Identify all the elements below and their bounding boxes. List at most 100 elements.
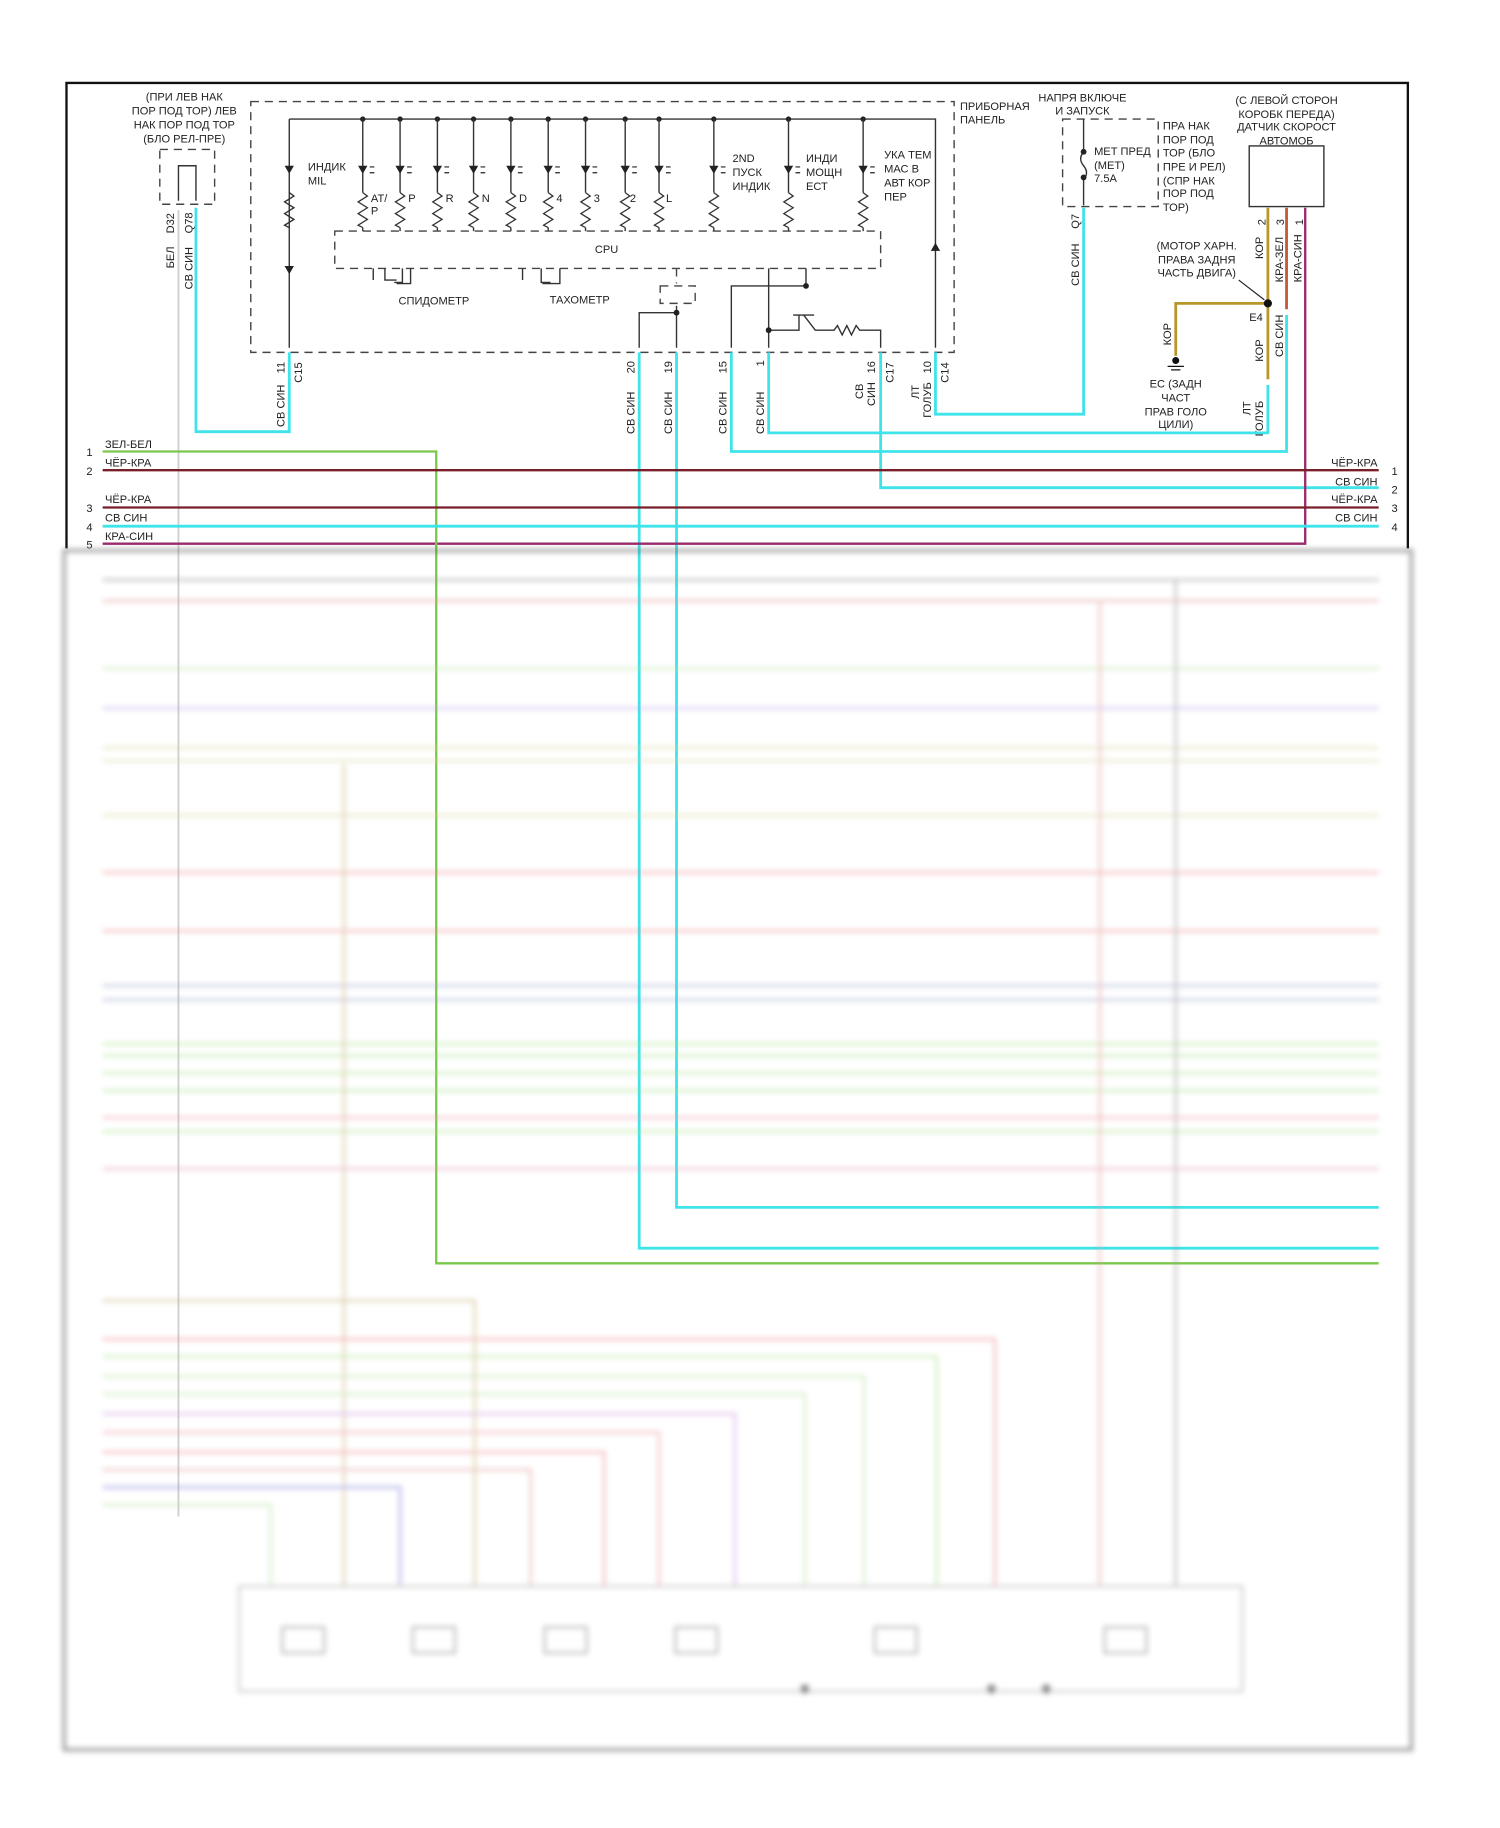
led-light-icon — [720, 166, 726, 174]
blurred-connector — [1103, 1626, 1148, 1655]
pin-10: 10 — [922, 361, 934, 373]
resistor-icon — [356, 192, 369, 229]
speed-sensor-title: КОРОБК ПЕРЕДА) — [1238, 109, 1334, 121]
led-icon — [468, 165, 479, 174]
blurred-connector — [873, 1626, 918, 1655]
cpu-box — [334, 230, 882, 270]
junction-dot — [711, 116, 717, 122]
fuse-location: ПРА НАК — [1163, 121, 1210, 133]
wire-label: СВ СИН — [276, 385, 288, 427]
fuse-location: ТОР (БЛО — [1163, 147, 1216, 159]
wire-label-svsin: СВ СИН — [1274, 315, 1286, 357]
led-light-icon — [407, 166, 412, 174]
blurred-wire — [102, 1337, 997, 1587]
pin-15: 15 — [718, 361, 730, 373]
speed-sensor-title: АВТОМОБ — [1260, 136, 1314, 148]
fuse-block-title: И ЗАПУСК — [1055, 105, 1110, 117]
sensor-pin-2: 2 — [1257, 219, 1269, 225]
harness-wire: ЗЕЛ-БЕЛ — [105, 439, 152, 451]
wire-label-svsin: СВ СИН — [183, 247, 195, 289]
fuse-block-title: НАПРЯ ВКЛЮЧЕ — [1038, 93, 1126, 105]
junction-dot — [673, 309, 680, 316]
led-icon — [580, 165, 591, 174]
led-light-icon — [480, 166, 486, 174]
power-indicator-label: МОЩН — [806, 167, 842, 179]
led-light-icon — [369, 166, 375, 174]
speedometer-label: СПИДОМЕТР — [398, 296, 469, 308]
pin-q7: Q7 — [1070, 214, 1082, 229]
fuse-terminal — [1080, 148, 1087, 155]
led-icon — [620, 165, 630, 174]
led-icon — [543, 165, 553, 174]
harness-num: 1 — [86, 447, 92, 459]
junction-dot — [434, 116, 441, 122]
resistor-icon — [394, 192, 406, 229]
junction-dot — [397, 116, 403, 122]
wires — [102, 207, 1379, 1265]
mil-label: MIL — [308, 175, 326, 187]
gear-label-atp: P — [371, 206, 378, 218]
junction-dot — [765, 327, 772, 334]
switch-element — [659, 268, 696, 305]
fuse-location: ПРЕ И РЕЛ) — [1163, 161, 1226, 173]
power-indicator-label: ИНДИ — [806, 153, 837, 165]
wire-label: СВ СИН — [626, 392, 638, 434]
temp-indicator-label: УКА ТЕМ — [884, 150, 931, 162]
harness-num: 5 — [86, 539, 92, 551]
fuse-location: ПОР ПОД — [1163, 135, 1214, 147]
harness-wire: КРА-СИН — [105, 531, 153, 543]
harness-wire: ЧЁР-КРА — [105, 494, 152, 506]
junction-dot — [785, 116, 792, 122]
cpu-output-20-19 — [638, 305, 678, 348]
speed-sensor-box — [1248, 145, 1325, 208]
speed-sensor-title: ДАТЧИК СКОРОСТ — [1237, 122, 1336, 134]
ground-label: ЧАСТ — [1161, 392, 1190, 404]
junction-dot — [860, 116, 866, 122]
left-relay-label: (ПРИ ЛЕВ НАК — [146, 91, 224, 103]
second-start-label: ПУСК — [733, 167, 763, 179]
splice-e4: E4 — [1249, 312, 1263, 324]
resistor-icon — [579, 192, 592, 229]
resistor-icon — [542, 192, 555, 229]
led-light-icon — [666, 166, 671, 174]
splice-dot — [1263, 299, 1272, 308]
pointer-arrow — [1238, 279, 1265, 301]
harness-num: 3 — [1392, 503, 1398, 515]
conn-c15: C15 — [293, 362, 305, 382]
led-icon — [506, 165, 516, 174]
panel-connectors: 11 C15 СВ СИН 20 СВ СИН 19 СВ СИН 15 СВ … — [276, 360, 952, 434]
harness-num: 2 — [1392, 485, 1398, 497]
wire-label-golub: ГОЛУБ — [1254, 401, 1266, 436]
cpu-output-15-1 — [730, 268, 807, 348]
transistor-icon — [768, 314, 882, 348]
second-start-label: ИНДИК — [733, 181, 771, 193]
fuse-icon — [1079, 151, 1088, 181]
harness-num: 2 — [86, 466, 92, 478]
junction-dot — [622, 116, 628, 122]
blurred-ground — [986, 1684, 997, 1694]
tachometer-label: ТАХОМЕТР — [550, 294, 610, 306]
gear-label-n: N — [482, 193, 490, 205]
resistor-icon — [467, 192, 480, 229]
harness-wire: ЧЁР-КРА — [105, 458, 152, 470]
wire-label-krazel: КРА-ЗЕЛ — [1274, 237, 1286, 283]
led-light-icon — [444, 166, 450, 174]
instrument-panel-title: ПАНЕЛЬ — [960, 115, 1005, 127]
gear-label-r: R — [446, 193, 454, 205]
pin-1: 1 — [755, 360, 767, 366]
instrument-panel-box — [250, 100, 955, 354]
led-icon — [432, 165, 443, 174]
diode-icon — [930, 242, 941, 251]
ground-icon — [1167, 365, 1184, 371]
fuse-label: (МЕТ) — [1094, 160, 1125, 172]
wire-zelbel — [102, 450, 1379, 1265]
wire-label: СВ СИН — [1070, 243, 1082, 285]
wire-label-kor: КОР — [1254, 339, 1266, 361]
wire-label: ГОЛУБ — [922, 382, 934, 417]
fuse-location: (СПР НАК — [1163, 175, 1216, 187]
temp-indicator-label: ПЕР — [884, 192, 907, 204]
ground-label: ПРАВ ГОЛО — [1145, 406, 1208, 418]
wire-label-lt: ЛТ — [1241, 401, 1253, 415]
led-light-icon — [632, 166, 637, 174]
wire-label: СИН — [866, 382, 878, 406]
